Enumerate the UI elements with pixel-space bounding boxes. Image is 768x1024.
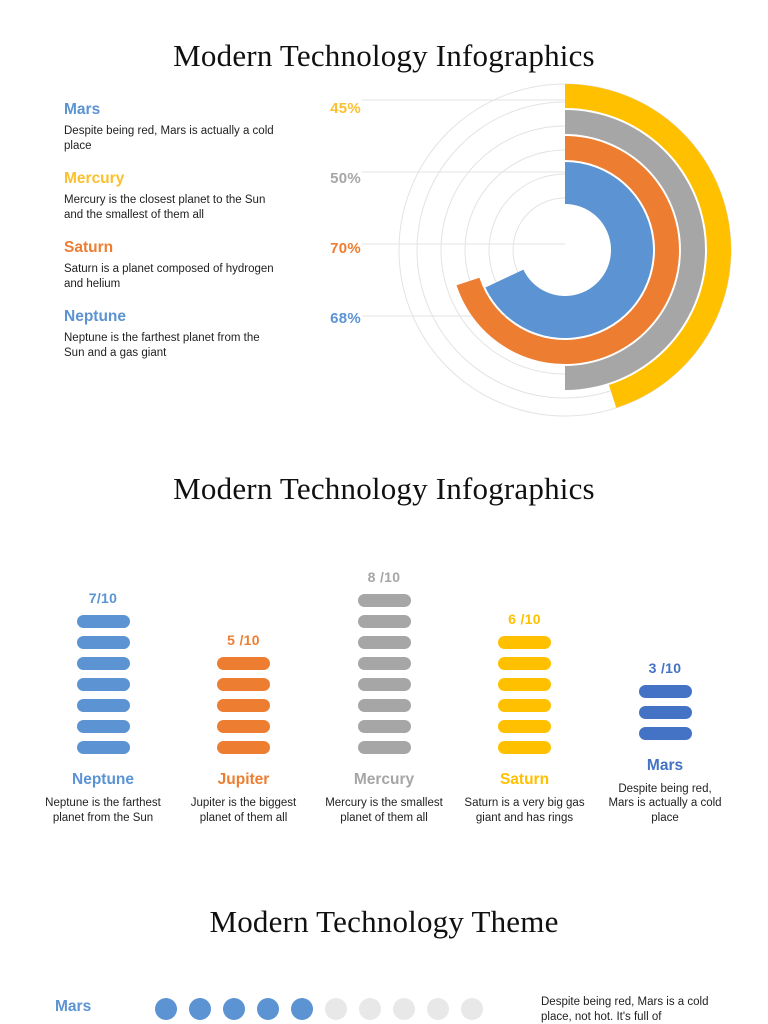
pill-segment <box>357 741 411 754</box>
bar-planet-description: Jupiter is the biggest planet of them al… <box>190 797 297 824</box>
axis-label-row: 45% <box>303 100 361 170</box>
axis-label-row: 50% <box>303 170 361 240</box>
rating-dot-filled <box>189 998 211 1020</box>
list-item: Saturn Saturn is a planet composed of hy… <box>64 238 279 291</box>
percentage-value: 45% <box>330 100 361 117</box>
legend-item-name: Mars <box>64 101 101 118</box>
rating-dot-filled <box>223 998 245 1020</box>
pill-segment <box>217 741 270 754</box>
pill-segment <box>498 657 551 670</box>
legend-item-description: Neptune is the farthest planet from the … <box>64 332 260 359</box>
bar-column-saturn: 6 /10 Saturn Saturn is a very big gas gian… <box>462 611 588 825</box>
pill-stack <box>217 657 270 762</box>
bar-score-label: 5 /10 <box>227 632 260 648</box>
legend-item-name: Saturn <box>64 239 114 256</box>
pill-segment <box>357 720 411 733</box>
list-item: Mars Despite being red, Mars is actually… <box>64 100 279 153</box>
pill-segment <box>357 699 411 712</box>
bar-score-label: 6 /10 <box>508 611 541 627</box>
bar-score-label: 3 /10 <box>648 659 682 676</box>
axis-label-row: 68% <box>303 310 361 380</box>
rating-dot-empty <box>427 998 449 1020</box>
pill-segment <box>498 699 551 712</box>
pill-segment <box>357 636 411 649</box>
radial-arc-neptune <box>485 162 653 338</box>
radial-bar-chart <box>362 78 768 428</box>
rating-dot-empty <box>325 998 347 1020</box>
pill-segment <box>76 615 130 628</box>
pill-segment <box>498 720 551 733</box>
rating-dot-filled <box>155 998 177 1020</box>
pill-stack <box>638 684 692 748</box>
legend-item-description: Despite being red, Mars is actually a co… <box>64 125 274 152</box>
pill-segment <box>357 678 411 691</box>
pill-segment <box>217 678 270 691</box>
rating-dot-empty <box>393 998 415 1020</box>
bar-planet-name: Saturn <box>499 771 550 788</box>
bar-planet-name: Mars <box>646 756 684 774</box>
pill-segment <box>76 678 130 691</box>
pill-segment <box>357 615 411 628</box>
bar-planet-name: Jupiter <box>217 771 270 788</box>
pill-segment <box>357 657 411 670</box>
percentage-value: 50% <box>330 170 361 187</box>
pill-segment <box>498 636 551 649</box>
legend-item-name: Mercury <box>64 170 125 187</box>
pill-segment <box>357 594 411 607</box>
legend-item-name: Neptune <box>64 308 126 325</box>
dot-rating-row: Mars Despite being red, Mars is a cold p… <box>55 995 755 1024</box>
bar-planet-description: Mercury is the smallest planet of them a… <box>325 797 443 824</box>
pill-segment <box>76 720 130 733</box>
pill-stack <box>498 636 551 762</box>
rating-dot-filled <box>257 998 279 1020</box>
pill-segment <box>638 684 692 698</box>
bar-planet-description: Neptune is the farthest planet from the … <box>45 797 161 824</box>
bar-score-label: 7/10 <box>88 590 118 606</box>
pill-segment <box>76 657 130 670</box>
pill-segment <box>76 699 130 712</box>
bar-planet-name: Mercury <box>353 771 415 788</box>
page-title-infographics-2: Modern Technology Infographics <box>173 471 595 506</box>
rating-dot-empty <box>461 998 483 1020</box>
dot-rating-dots <box>155 995 483 1020</box>
page-title-theme: Modern Technology Theme <box>209 904 559 939</box>
bar-planet-description: Despite being red, Mars is actually a co… <box>608 782 722 824</box>
pill-segment <box>638 705 692 719</box>
bar-planet-name: Neptune <box>72 771 134 788</box>
bar-column-mercury: 8 /10 Mercury Mercury is the smallest plan… <box>321 569 447 825</box>
pill-segment <box>76 741 130 754</box>
list-item: Mercury Mercury is the closest planet to… <box>64 169 279 222</box>
pill-bar-chart: 7/10 Neptune Neptune is the farthest plane… <box>40 515 728 825</box>
radial-arc-mercury <box>565 110 705 390</box>
rating-dot-filled <box>291 998 313 1020</box>
pill-segment <box>638 726 692 740</box>
pill-segment <box>498 678 551 691</box>
chart-arcs <box>456 84 731 408</box>
axis-label-row: 70% <box>303 240 361 310</box>
bar-score-label: 8 /10 <box>367 569 401 585</box>
pill-segment <box>76 636 130 649</box>
percentage-value: 70% <box>330 240 361 257</box>
legend-item-description: Mercury is the closest planet to the Sun… <box>64 194 266 221</box>
pill-stack <box>76 615 130 762</box>
bar-column-jupiter: 5 /10 Jupiter Jupiter is the biggest plane… <box>181 632 307 825</box>
dot-rating-label: Mars <box>55 998 92 1015</box>
page-title-infographics-1: Modern Technology Infographics <box>173 38 595 73</box>
radial-arc-mars <box>565 84 731 408</box>
bar-column-mars: 3 /10 Mars Despite being red, Mars is actu… <box>602 660 728 826</box>
pill-stack <box>357 594 411 762</box>
bar-planet-description: Saturn is a very big gas giant and has r… <box>464 797 585 824</box>
list-item: Neptune Neptune is the farthest planet f… <box>64 307 279 360</box>
pill-segment <box>217 720 270 733</box>
pill-segment <box>217 699 270 712</box>
pill-segment <box>217 657 270 670</box>
percentage-value: 68% <box>330 310 361 327</box>
percentage-axis-labels: 45% 50% 70% 68% <box>303 100 361 380</box>
dot-rating-description: Despite being red, Mars is a cold place,… <box>541 996 709 1023</box>
planet-legend-list: Mars Despite being red, Mars is actually… <box>64 100 279 376</box>
pill-segment <box>498 741 551 754</box>
bar-column-neptune: 7/10 Neptune Neptune is the farthest plane… <box>40 590 166 825</box>
legend-item-description: Saturn is a planet composed of hydrogen … <box>64 263 274 290</box>
rating-dot-empty <box>359 998 381 1020</box>
